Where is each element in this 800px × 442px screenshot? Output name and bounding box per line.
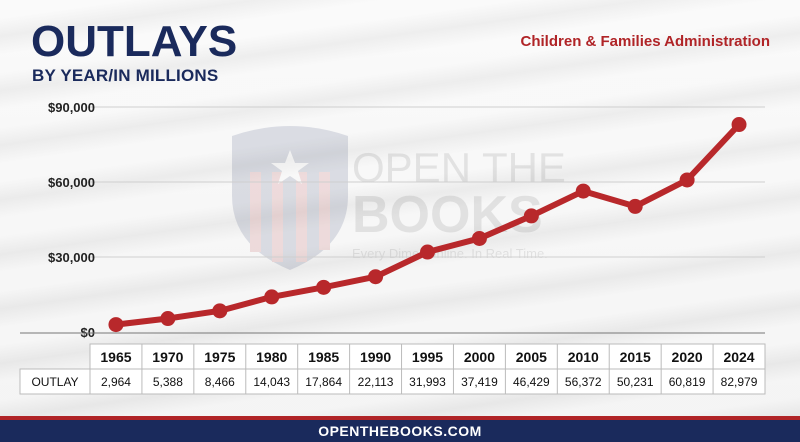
y-tick-label: $60,000 (48, 175, 95, 190)
y-tick-label: $90,000 (48, 100, 95, 115)
outlays-line-chart: OPEN THE BOOKS Every Dime. Online. In Re… (19, 100, 766, 395)
x-tick-label: 2015 (620, 349, 651, 365)
x-tick-label: 2020 (672, 349, 703, 365)
data-label: 37,419 (461, 375, 498, 389)
x-tick-label: 2005 (516, 349, 547, 365)
data-point (108, 317, 124, 333)
data-label: 2,964 (101, 375, 131, 389)
x-tick-label: 2010 (568, 349, 599, 365)
table-row-label: OUTLAY (31, 375, 78, 389)
data-point (420, 244, 435, 260)
data-table: OUTLAY 1965 2,964 1970 5,388 1975 8,466 1980 14,… (19, 343, 766, 395)
x-tick-label: 1965 (100, 349, 131, 365)
watermark: OPEN THE BOOKS Every Dime. Online. In Re… (232, 126, 566, 270)
data-label: 31,993 (409, 375, 446, 389)
y-tick-label: $30,000 (48, 250, 95, 265)
data-label: 22,113 (358, 375, 394, 389)
page-subtitle: BY YEAR/IN MILLIONS (32, 66, 219, 85)
x-tick-label: 1975 (204, 349, 235, 365)
data-point (264, 289, 280, 305)
data-point (471, 230, 487, 246)
data-label: 5,388 (153, 375, 183, 389)
data-label: 14,043 (253, 375, 290, 389)
page-title: OUTLAYS (31, 17, 238, 66)
data-point (368, 269, 384, 285)
watermark-line2: BOOKS (352, 186, 543, 244)
data-points (108, 117, 747, 333)
data-point (731, 117, 747, 133)
watermark-line1: OPEN THE (352, 144, 566, 191)
agency-name: Children & Families Administration (520, 33, 770, 50)
shield-logo-icon (232, 126, 348, 270)
data-label: 50,231 (617, 375, 654, 389)
data-point (679, 172, 695, 188)
data-point (627, 198, 643, 214)
y-axis-ticks: $0$30,000$60,000$90,000 (48, 100, 95, 340)
footer: OPENTHEBOOKS.COM (0, 416, 800, 442)
x-tick-label: 1985 (308, 349, 339, 365)
data-label: 46,429 (513, 375, 550, 389)
x-tick-label: 1980 (256, 349, 287, 365)
x-tick-label: 1995 (412, 349, 443, 365)
x-tick-label: 1970 (152, 349, 183, 365)
data-label: 60,819 (669, 375, 706, 389)
data-point (212, 303, 228, 319)
data-point (316, 279, 332, 295)
footer-url-link[interactable]: OPENTHEBOOKS.COM (318, 423, 482, 439)
data-label: 17,864 (305, 375, 342, 389)
data-label: 8,466 (205, 375, 235, 389)
data-point (575, 183, 591, 199)
data-point (523, 208, 539, 224)
data-label: 82,979 (721, 375, 758, 389)
table-header-row (89, 343, 766, 370)
data-point (160, 311, 176, 327)
x-tick-label: 2024 (723, 349, 754, 365)
data-label: 56,372 (565, 375, 602, 389)
x-tick-label: 2000 (464, 349, 495, 365)
x-tick-label: 1990 (360, 349, 391, 365)
